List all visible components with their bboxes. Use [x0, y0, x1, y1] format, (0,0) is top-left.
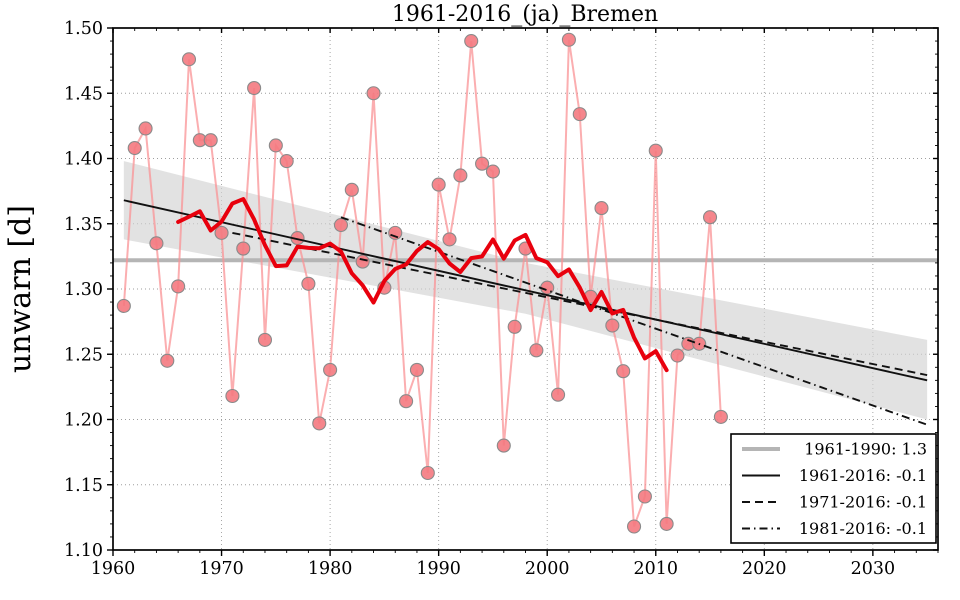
y-tick-label: 1.20 — [64, 411, 103, 431]
data-point — [496, 438, 511, 453]
legend-label: 1961-1990: 1.3 — [804, 440, 927, 459]
y-tick-label: 1.40 — [64, 150, 103, 170]
plot-layers: 1960 1970 1980 1990 2000 2010 2020 2030 1.10 1.15… — [64, 19, 939, 579]
data-point — [127, 141, 142, 156]
y-tick-label: 1.30 — [64, 280, 103, 300]
x-tick-label: 1990 — [416, 559, 461, 579]
data-point — [453, 168, 468, 183]
legend-label: 1981-2016: -0.1 — [799, 519, 927, 538]
chart-title: 1961-2016_(ja)_Bremen — [392, 2, 658, 27]
y-tick-label: 1.10 — [64, 541, 103, 561]
data-point — [616, 364, 631, 379]
data-point — [605, 318, 620, 333]
data-point — [214, 225, 229, 240]
data-point — [257, 332, 273, 347]
data-point — [355, 254, 370, 269]
data-point — [713, 409, 728, 424]
data-point — [464, 33, 479, 49]
data-point — [333, 218, 349, 233]
smooth-layer — [176, 197, 669, 373]
x-tick-label: 2010 — [633, 559, 678, 579]
legend-label: 1961-2016: -0.1 — [799, 466, 927, 485]
trend-line-1961-2016 — [123, 199, 928, 382]
x-tick-label: 1960 — [91, 559, 136, 579]
legend-label: 1971-2016: -0.1 — [799, 493, 927, 512]
axes: 1960 1970 1980 1990 2000 2010 2020 2030 1.10 1.15… — [64, 19, 939, 579]
x-tick-label: 1970 — [199, 559, 244, 579]
data-point — [442, 232, 457, 247]
data-point — [431, 177, 446, 192]
data-point — [171, 279, 186, 294]
y-tick-label: 1.45 — [64, 84, 103, 104]
data-point — [268, 138, 283, 153]
data-point — [225, 388, 240, 404]
y-tick-label: 1.35 — [64, 215, 103, 235]
data-point — [312, 416, 327, 431]
legend-box — [730, 433, 937, 544]
x-tick-label: 1980 — [308, 559, 353, 579]
data-point — [149, 236, 164, 251]
data-point — [627, 519, 642, 534]
data-point — [344, 182, 359, 197]
trend-line-1981-2016 — [340, 216, 928, 426]
data-point — [594, 201, 609, 216]
data-point — [529, 343, 544, 358]
data-points — [116, 32, 728, 534]
data-point — [160, 353, 175, 368]
data-point — [366, 86, 381, 101]
data-point — [420, 465, 435, 481]
smoothed-line — [176, 197, 669, 373]
data-point — [637, 489, 652, 504]
y-axis-label: unwarn [d] — [3, 205, 38, 373]
data-point — [485, 164, 500, 179]
data-point — [409, 362, 424, 377]
data-point — [670, 348, 685, 363]
y-tick-label: 1.15 — [64, 476, 103, 496]
annual-line — [122, 39, 722, 527]
data-point — [279, 154, 294, 169]
data-point — [659, 516, 674, 531]
data-point — [138, 121, 153, 136]
data-point — [572, 107, 587, 122]
data-point — [203, 133, 218, 148]
data-point — [702, 210, 718, 225]
data-point — [247, 80, 262, 96]
y-tick-label: 1.25 — [64, 345, 103, 365]
data-point — [507, 319, 522, 334]
data-point — [181, 52, 197, 67]
x-tick-label: 2030 — [851, 559, 896, 579]
data-point — [301, 276, 316, 291]
x-tick-label: 2000 — [525, 559, 570, 579]
data-point — [648, 143, 663, 158]
data-point — [561, 32, 576, 47]
y-tick-label: 1.50 — [64, 19, 103, 39]
legend: 1961-1990: 1.3 1961-2016: -0.1 1971-2016: … — [730, 433, 937, 544]
data-point — [551, 387, 566, 402]
data-point — [323, 362, 338, 377]
x-tick-label: 2020 — [742, 559, 787, 579]
data-point — [475, 156, 490, 171]
data-point — [399, 394, 414, 409]
trend-line-1971-2016 — [232, 231, 928, 377]
data-point — [116, 298, 131, 314]
data-point — [236, 241, 251, 256]
annual-series — [122, 39, 722, 527]
